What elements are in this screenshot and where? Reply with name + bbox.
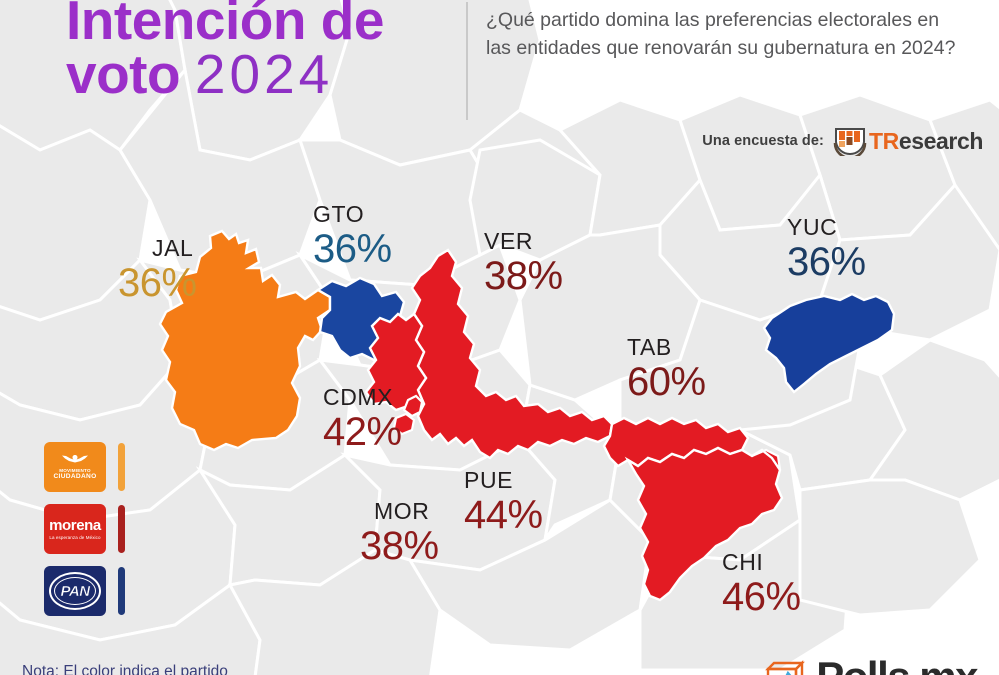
state-abbr-jal: JAL bbox=[152, 235, 194, 261]
morena-tagline: La esperanza de México bbox=[49, 535, 101, 540]
mc-logo-text: MOVIMIENTO CIUDADANO bbox=[54, 468, 97, 482]
state-label-ver: VER 38% bbox=[484, 228, 563, 298]
tresearch-prefix: TR bbox=[868, 127, 899, 154]
morena-wordmark: morena bbox=[49, 517, 101, 534]
state-value-tab: 60% bbox=[627, 360, 706, 404]
state-shape-tabasco-east-tip bbox=[751, 448, 782, 471]
mc-logo-line2: CIUDADANO bbox=[53, 473, 97, 481]
party-legend: MOVIMIENTO CIUDADANO morena La esperanza… bbox=[44, 440, 125, 626]
state-value-mor: 38% bbox=[360, 524, 439, 568]
state-abbr-cdmx: CDMX bbox=[323, 384, 394, 410]
survey-source: Una encuesta de: TResearch bbox=[702, 126, 983, 156]
state-value-cdmx: 42% bbox=[323, 410, 402, 454]
state-shape-yucatan bbox=[762, 292, 896, 394]
title-year: 2024 bbox=[194, 42, 334, 105]
ballot-box-icon bbox=[765, 660, 806, 675]
state-abbr-tab: TAB bbox=[627, 334, 672, 360]
footer-note: Nota: El color indica el partido bbox=[22, 663, 228, 675]
state-label-pue: PUE 44% bbox=[464, 467, 543, 537]
state-label-chi: CHI 46% bbox=[722, 549, 801, 619]
state-shape-morelos bbox=[392, 412, 416, 436]
state-abbr-mor: MOR bbox=[374, 498, 430, 524]
legend-item-mc[interactable]: MOVIMIENTO CIUDADANO bbox=[44, 440, 125, 494]
pollsmx-logo: Polls.mx bbox=[762, 653, 978, 675]
state-shape-chiapas bbox=[624, 446, 784, 602]
title-line-1: Intención de bbox=[66, 0, 384, 51]
pollsmx-tld: .mx bbox=[909, 653, 978, 675]
legend-bar-morena bbox=[118, 505, 125, 553]
pollsmx-wordmark: Polls.mx bbox=[816, 653, 978, 675]
state-value-yuc: 36% bbox=[787, 240, 866, 284]
legend-bar-pan bbox=[118, 567, 125, 615]
pan-wordmark: PAN bbox=[60, 582, 90, 600]
morena-logo: morena La esperanza de México bbox=[44, 504, 106, 554]
mc-logo: MOVIMIENTO CIUDADANO bbox=[44, 442, 106, 492]
state-abbr-chi: CHI bbox=[722, 549, 764, 575]
state-abbr-ver: VER bbox=[484, 228, 534, 254]
legend-item-pan[interactable]: PAN bbox=[44, 564, 125, 618]
state-value-chi: 46% bbox=[722, 575, 801, 619]
state-label-tab: TAB 60% bbox=[627, 334, 706, 404]
state-abbr-gto: GTO bbox=[313, 201, 365, 227]
tresearch-logo: TResearch bbox=[833, 126, 983, 156]
page-title: Intención de voto 2024 bbox=[66, 0, 466, 102]
state-abbr-yuc: YUC bbox=[787, 214, 838, 240]
mc-logo-line1: MOVIMIENTO bbox=[59, 467, 91, 473]
title-line-2: voto 2024 bbox=[66, 46, 466, 102]
tresearch-suffix: esearch bbox=[898, 127, 984, 154]
tresearch-mark-icon bbox=[833, 128, 867, 156]
pan-logo: PAN bbox=[44, 566, 106, 616]
state-label-jal: JAL 36% bbox=[118, 235, 197, 305]
state-label-gto: GTO 36% bbox=[313, 201, 392, 271]
state-value-ver: 38% bbox=[484, 254, 563, 298]
eagle-icon bbox=[62, 454, 88, 463]
legend-item-morena[interactable]: morena La esperanza de México bbox=[44, 502, 125, 556]
survey-by-label: Una encuesta de: bbox=[702, 133, 824, 149]
state-value-jal: 36% bbox=[118, 261, 197, 305]
header-question: ¿Qué partido domina las preferencias ele… bbox=[486, 9, 956, 59]
state-value-gto: 36% bbox=[313, 227, 392, 271]
tresearch-wordmark: TResearch bbox=[868, 127, 984, 154]
state-abbr-pue: PUE bbox=[464, 467, 514, 493]
state-label-mor: MOR 38% bbox=[360, 498, 439, 567]
header-divider bbox=[466, 2, 468, 120]
state-label-yuc: YUC 36% bbox=[787, 214, 866, 284]
pollsmx-brand: Polls bbox=[816, 653, 910, 675]
state-shape-cdmx bbox=[402, 394, 424, 418]
pan-oval-icon: PAN bbox=[49, 572, 101, 610]
state-value-pue: 44% bbox=[464, 493, 543, 537]
state-label-cdmx: CDMX 42% bbox=[323, 384, 402, 454]
legend-bar-mc bbox=[118, 443, 125, 491]
state-shape-jalisco bbox=[158, 229, 332, 452]
title-word-voto: voto bbox=[66, 42, 181, 105]
